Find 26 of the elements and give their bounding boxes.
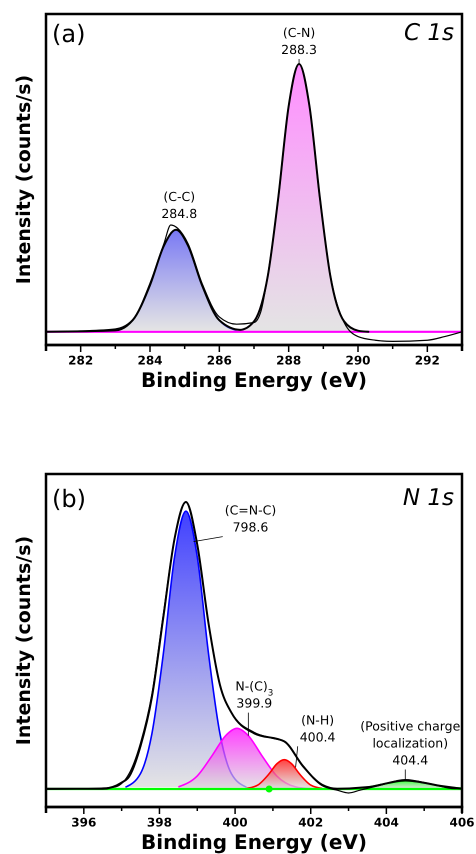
chart-title: N 1s [402,485,454,511]
y-axis-title: Intensity (counts/s) [13,74,35,284]
annotation: (Positive charge localization) 404.4 [360,718,461,768]
x-tick-label: 288 [276,354,302,368]
x-tick-label: 402 [298,816,324,830]
annotation: (N-H) 400.4 [300,712,336,744]
x-tick-label: 398 [146,816,172,830]
x-tick-label: 290 [345,354,371,368]
annotation: N-(C)$_{3}$ 399.9 [235,678,274,711]
chart-title: C 1s [404,20,454,46]
annotation: (b) [52,485,86,513]
x-tick-label: 286 [206,354,232,368]
text: (a) [52,20,86,48]
x-axis-title: Binding Energy (eV) [141,368,367,392]
x-tick-label: 292 [414,354,440,368]
x-tick-label: 406 [449,816,475,830]
annotation: (C=N-C) 798.6 [224,502,276,535]
annotation: (C-C) 284.8 [161,189,198,222]
x-tick-label: 282 [68,354,94,368]
annotation: (C-N) 288.3 [281,25,317,57]
x-axis-title: Binding Energy (eV) [141,830,367,854]
x-tick-label: 400 [222,816,248,830]
y-axis-title: Intensity (counts/s) [13,536,35,746]
x-tick-label: 396 [71,816,96,830]
x-tick-label: 404 [374,816,399,830]
x-tick-label: 284 [137,354,163,368]
